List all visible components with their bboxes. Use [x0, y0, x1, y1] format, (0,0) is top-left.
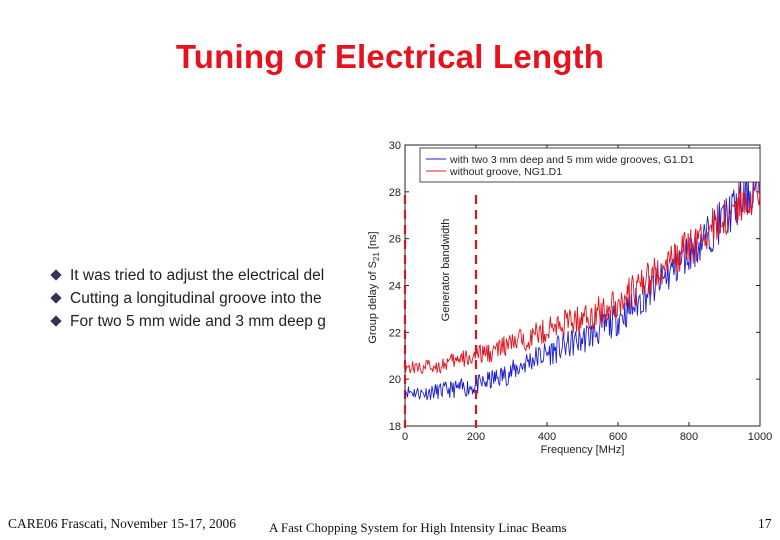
x-tick-label: 200: [467, 431, 485, 443]
legend-label: with two 3 mm deep and 5 mm wide grooves…: [449, 154, 694, 166]
y-tick-label: 20: [389, 374, 401, 386]
x-tick-label: 0: [402, 431, 408, 443]
bullet-item: Cutting a longitudinal groove into the: [50, 287, 326, 310]
y-axis-label-subscript: 21: [372, 252, 381, 261]
generator-bandwidth-annotation: Generator bandwidth: [440, 219, 452, 322]
diamond-bullet-icon: [50, 269, 62, 281]
series-line-2: [404, 172, 761, 375]
bullet-item: It was tried to adjust the electrical de…: [50, 264, 326, 287]
bullet-text: For two 5 mm wide and 3 mm deep g: [70, 313, 326, 330]
series-line-1: [404, 172, 761, 401]
y-tick-label: 18: [389, 421, 401, 433]
y-axis-label-main: Group delay of S: [367, 261, 379, 344]
group-delay-chart: 0 200 400 600 800 1000 18 20 22 24 26 28 30 Frequency…: [350, 130, 780, 465]
bullet-text: It was tried to adjust the electrical de…: [70, 267, 325, 284]
bullet-text: Cutting a longitudinal groove into the: [70, 290, 322, 307]
y-tick-label: 28: [389, 187, 401, 199]
x-tick-label: 600: [609, 431, 627, 443]
x-tick-label: 400: [538, 431, 556, 443]
footer-talk-title: A Fast Chopping System for High Intensit…: [269, 520, 567, 535]
y-axis-label-unit: [ns]: [367, 231, 379, 252]
chart-svg: 0 200 400 600 800 1000 18 20 22 24 26 28 30 Frequency…: [367, 140, 772, 456]
y-tick-label: 24: [389, 281, 401, 293]
diamond-bullet-icon: [50, 292, 62, 304]
page-number: 17: [758, 516, 772, 531]
x-axis-label: Frequency [MHz]: [541, 444, 625, 456]
y-tick-label: 30: [389, 140, 401, 152]
bullet-item: For two 5 mm wide and 3 mm deep g: [50, 310, 326, 333]
diamond-bullet-icon: [50, 315, 62, 327]
y-tick-label: 22: [389, 327, 401, 339]
x-tick-label: 800: [680, 431, 698, 443]
y-axis-label: Group delay of S21 [ns]: [367, 231, 381, 343]
bullet-list: It was tried to adjust the electrical de…: [50, 264, 326, 333]
y-tick-label: 26: [389, 234, 401, 246]
slide-title: Tuning of Electrical Length: [175, 38, 605, 75]
x-tick-label: 1000: [748, 431, 772, 443]
legend-label: without groove, NG1.D1: [449, 166, 562, 178]
plot-area: [404, 144, 761, 427]
footer-event: CARE06 Frascati, November 15-17, 2006: [8, 516, 236, 531]
legend-box: [419, 147, 761, 183]
